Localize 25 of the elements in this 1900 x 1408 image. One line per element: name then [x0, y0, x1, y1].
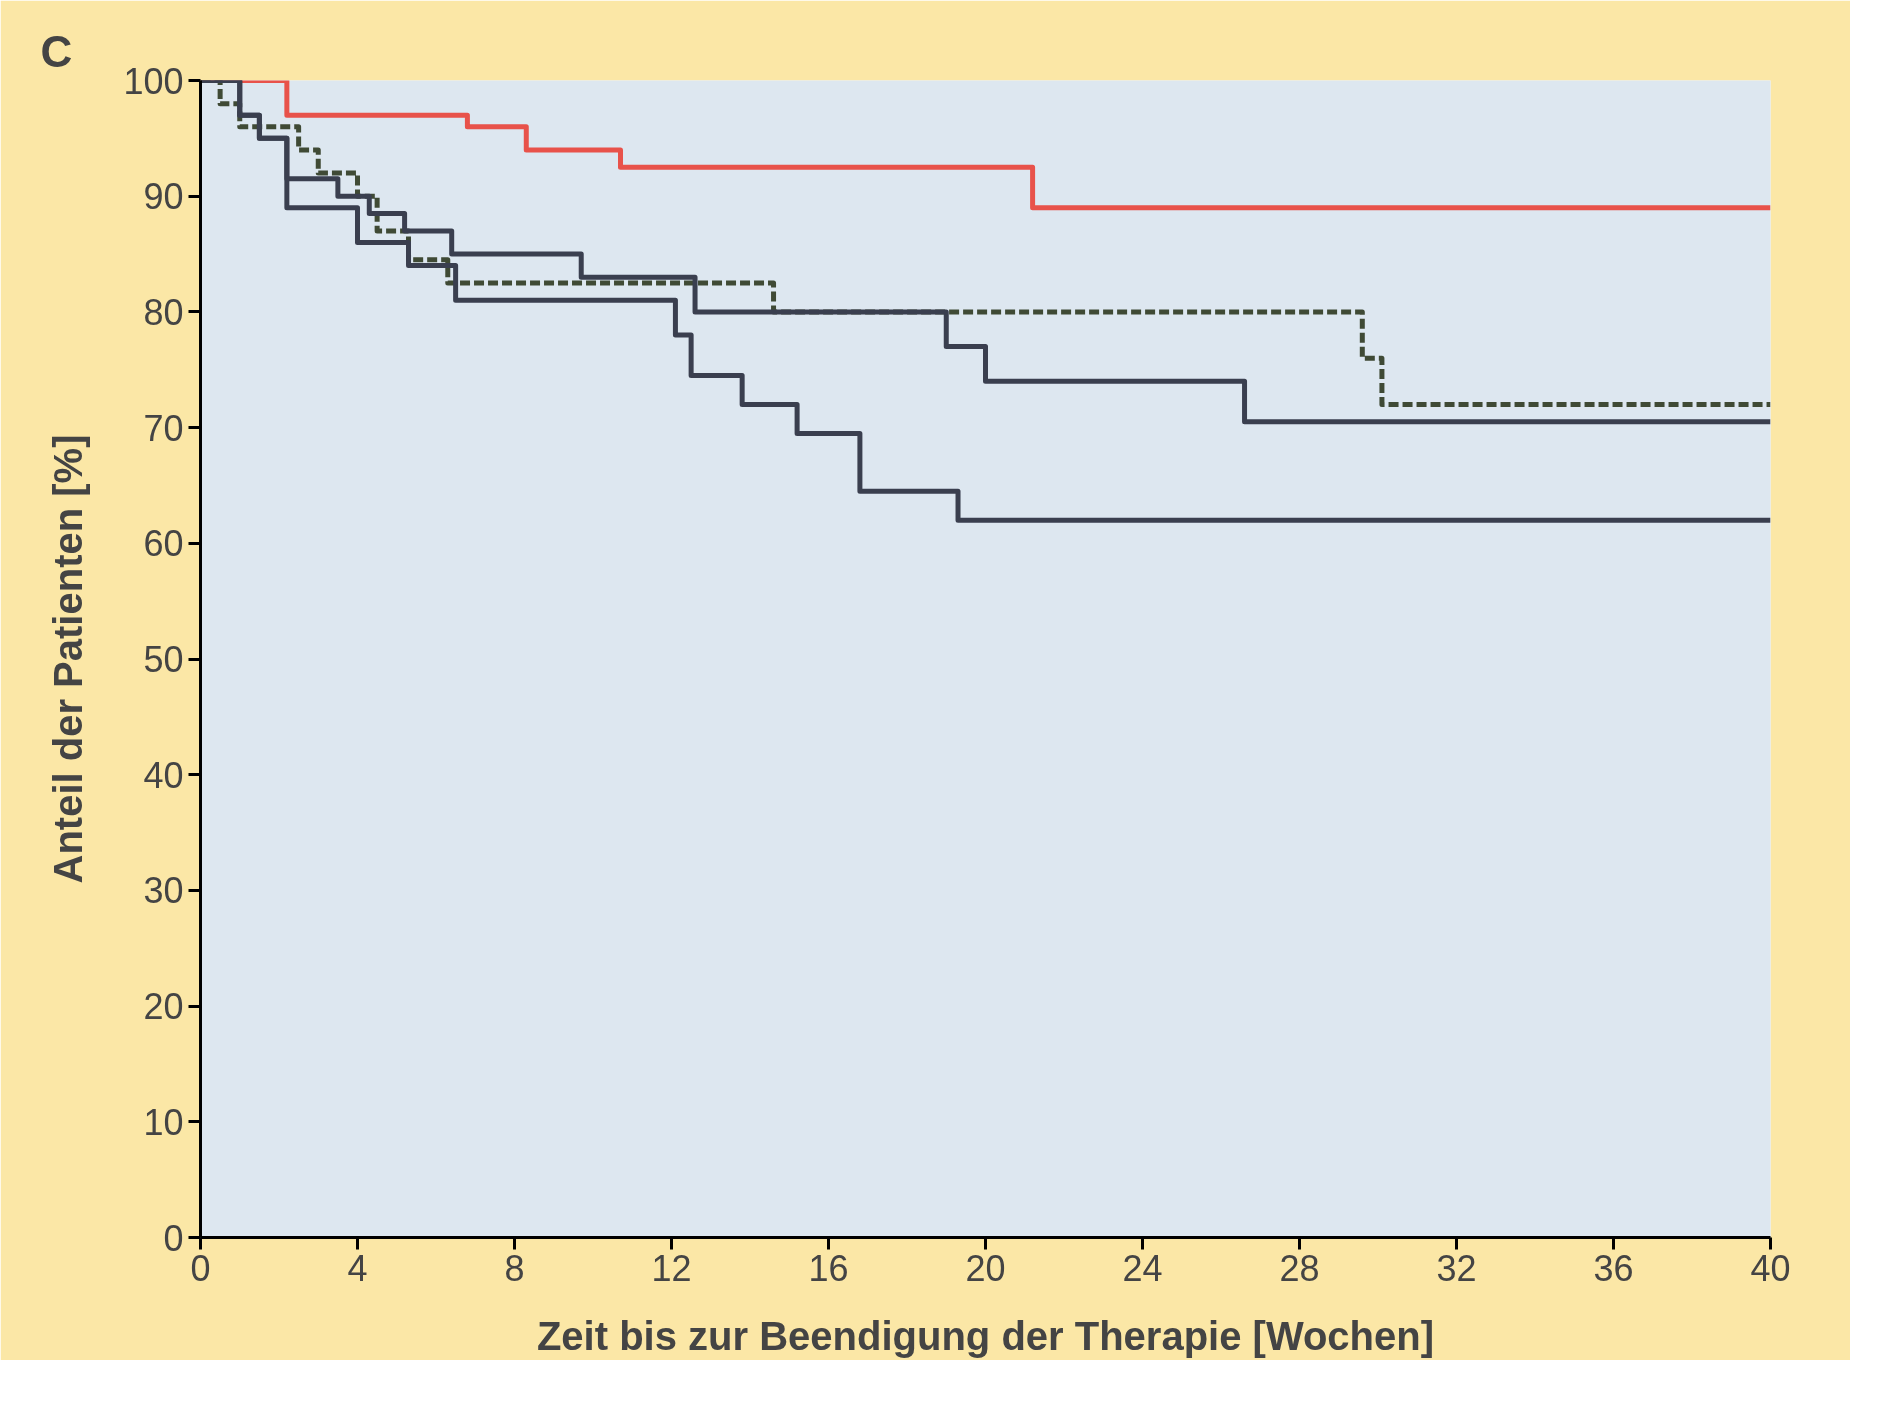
x-axis-title: Zeit bis zur Beendigung der Therapie [Wochen] — [536, 1313, 1435, 1358]
y-tick-label: 60 — [143, 523, 184, 565]
x-tick-label: 16 — [808, 1247, 849, 1289]
x-tick-label: 36 — [1593, 1247, 1634, 1289]
y-axis-title: Anteil der Patienten [%] — [46, 434, 91, 884]
chart-title: C — [40, 26, 73, 76]
x-tick-label: 4 — [347, 1247, 368, 1289]
x-tick-label: 40 — [1750, 1247, 1791, 1289]
y-tick-label: 0 — [163, 1217, 184, 1259]
x-tick-label: 0 — [190, 1247, 211, 1289]
y-tick-label: 10 — [143, 1101, 184, 1143]
y-tick-label: 20 — [143, 986, 184, 1028]
y-tick-label: 70 — [143, 407, 184, 449]
x-tick-label: 24 — [1122, 1247, 1163, 1289]
x-tick-label: 28 — [1279, 1247, 1320, 1289]
y-tick-label: 50 — [143, 639, 184, 680]
x-tick-label: 32 — [1436, 1247, 1477, 1289]
x-tick-label: 12 — [651, 1247, 692, 1289]
y-tick-label: 80 — [143, 291, 184, 333]
y-tick-label: 30 — [143, 870, 184, 912]
y-tick-label: 100 — [123, 60, 184, 102]
x-tick-label: 20 — [965, 1247, 1006, 1289]
x-tick-label: 8 — [504, 1247, 525, 1289]
y-tick-label: 40 — [143, 754, 184, 796]
y-tick-label: 90 — [143, 176, 184, 218]
